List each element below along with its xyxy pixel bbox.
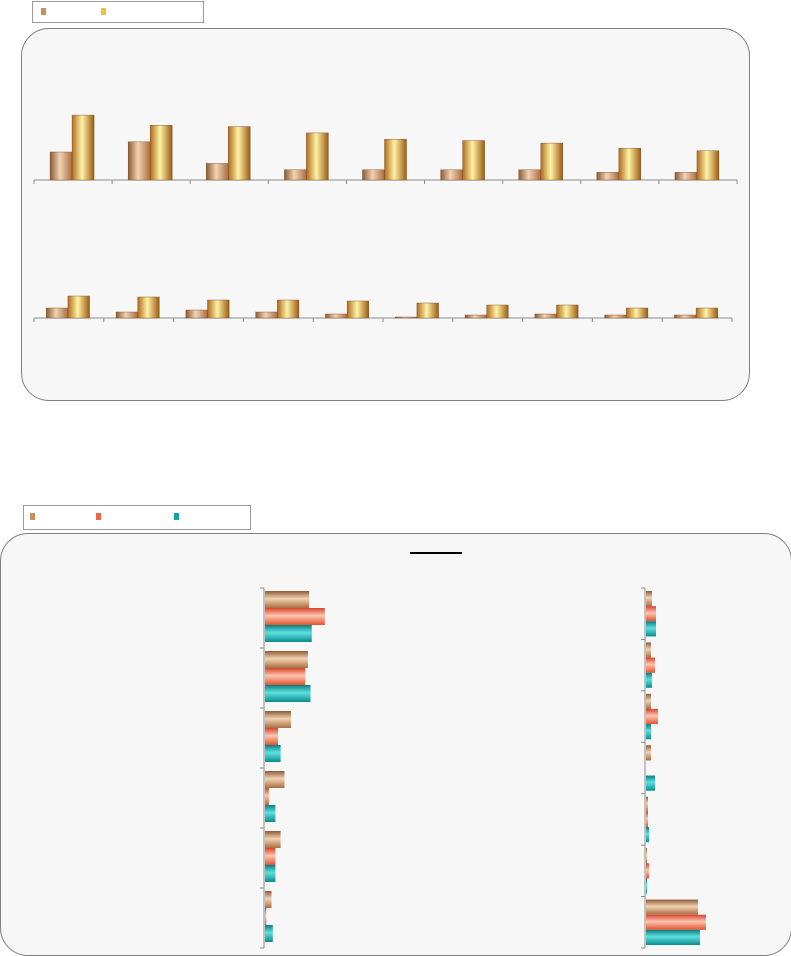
bar-series-1 bbox=[265, 591, 310, 608]
bar-series-1 bbox=[646, 745, 651, 761]
bar-series-1 bbox=[646, 899, 698, 915]
bar-series-3 bbox=[265, 925, 273, 942]
bar-series-2 bbox=[486, 304, 509, 319]
bar-series-2 bbox=[618, 147, 642, 181]
bar-series-1 bbox=[646, 693, 651, 709]
legend-item-series-2 bbox=[101, 8, 110, 15]
bar-series-2 bbox=[265, 608, 325, 625]
bar-series-2 bbox=[646, 863, 649, 879]
bar-series-2 bbox=[540, 142, 563, 181]
bar-series-1 bbox=[674, 172, 698, 181]
legend-item-series-2 bbox=[96, 513, 105, 520]
bar-series-3 bbox=[646, 621, 656, 637]
bar-series-1 bbox=[534, 313, 557, 319]
bar-series-2 bbox=[646, 606, 656, 622]
legend-swatch-series-3 bbox=[174, 513, 179, 520]
bar-series-1 bbox=[49, 151, 73, 181]
bar-series-1 bbox=[284, 169, 307, 181]
bar-series-3 bbox=[265, 625, 312, 642]
bar-series-1 bbox=[395, 316, 418, 319]
bar-series-1 bbox=[127, 141, 151, 181]
bar-series-1 bbox=[646, 848, 647, 864]
bar-series-1 bbox=[646, 591, 652, 607]
bar-series-2 bbox=[265, 848, 276, 865]
bar-series-2 bbox=[695, 307, 718, 319]
bar-series-1 bbox=[265, 891, 272, 908]
bar-series-3 bbox=[646, 672, 652, 688]
bar-series-1 bbox=[115, 311, 138, 319]
bar-series-2 bbox=[149, 125, 173, 181]
bar-series-1 bbox=[265, 711, 291, 728]
bar-series-1 bbox=[646, 642, 651, 658]
bar-series-2 bbox=[462, 140, 485, 181]
bar-series-2 bbox=[265, 908, 267, 925]
bar-series-1 bbox=[604, 314, 627, 319]
bar-series-2 bbox=[646, 657, 655, 673]
bar-series-1 bbox=[464, 314, 487, 319]
chart2-plot-area bbox=[0, 533, 791, 956]
bar-series-1 bbox=[46, 307, 69, 319]
bar-series-1 bbox=[646, 796, 648, 812]
chart2-title-underline bbox=[410, 552, 462, 554]
legend-item-series-3 bbox=[174, 513, 183, 520]
bar-series-1 bbox=[265, 771, 285, 788]
bar-series-2 bbox=[228, 126, 251, 181]
bar-series-2 bbox=[67, 295, 90, 319]
bar-series-2 bbox=[626, 307, 649, 319]
bar-series-1 bbox=[674, 314, 697, 319]
legend-swatch-series-1 bbox=[30, 513, 35, 520]
bar-series-3 bbox=[265, 865, 276, 882]
bar-series-2 bbox=[646, 709, 658, 725]
bar-series-2 bbox=[696, 150, 720, 181]
legend-swatch-series-1 bbox=[41, 8, 46, 15]
bar-series-3 bbox=[265, 685, 311, 702]
bar-series-3 bbox=[646, 775, 655, 791]
bar-series-1 bbox=[518, 169, 541, 181]
bar-series-2 bbox=[265, 728, 278, 745]
chart1-plot-area bbox=[21, 28, 750, 401]
bar-series-1 bbox=[206, 163, 229, 181]
bar-series-2 bbox=[384, 139, 407, 181]
bar-series-3 bbox=[646, 929, 700, 945]
bar-series-2 bbox=[346, 300, 369, 319]
legend-item-series-1 bbox=[30, 513, 39, 520]
bar-series-1 bbox=[265, 651, 308, 668]
bar-series-2 bbox=[265, 668, 306, 685]
bar-series-3 bbox=[646, 827, 649, 843]
bar-series-3 bbox=[265, 805, 276, 822]
bar-series-3 bbox=[646, 878, 647, 894]
bar-series-2 bbox=[137, 296, 160, 319]
bar-series-1 bbox=[185, 309, 208, 319]
bar-series-2 bbox=[207, 299, 230, 319]
bar-series-2 bbox=[416, 302, 439, 319]
bar-series-1 bbox=[255, 311, 278, 319]
bar-series-1 bbox=[596, 172, 620, 181]
bar-series-2 bbox=[265, 788, 269, 805]
legend-swatch-series-2 bbox=[101, 8, 106, 15]
bar-series-3 bbox=[265, 745, 281, 762]
bar-series-2 bbox=[306, 132, 329, 181]
bar-series-1 bbox=[265, 831, 281, 848]
chart1-legend bbox=[32, 1, 204, 23]
legend-item-series-1 bbox=[41, 8, 50, 15]
bar-series-2 bbox=[277, 299, 300, 319]
legend-swatch-series-2 bbox=[96, 513, 101, 520]
bar-series-1 bbox=[440, 169, 463, 181]
bar-series-2 bbox=[556, 304, 579, 319]
bar-series-2 bbox=[71, 114, 95, 181]
chart2-legend bbox=[23, 505, 251, 530]
bar-series-1 bbox=[325, 313, 348, 319]
bar-series-2 bbox=[646, 811, 648, 827]
bar-series-1 bbox=[362, 169, 385, 181]
bar-series-2 bbox=[646, 914, 706, 930]
bar-series-3 bbox=[646, 724, 651, 740]
